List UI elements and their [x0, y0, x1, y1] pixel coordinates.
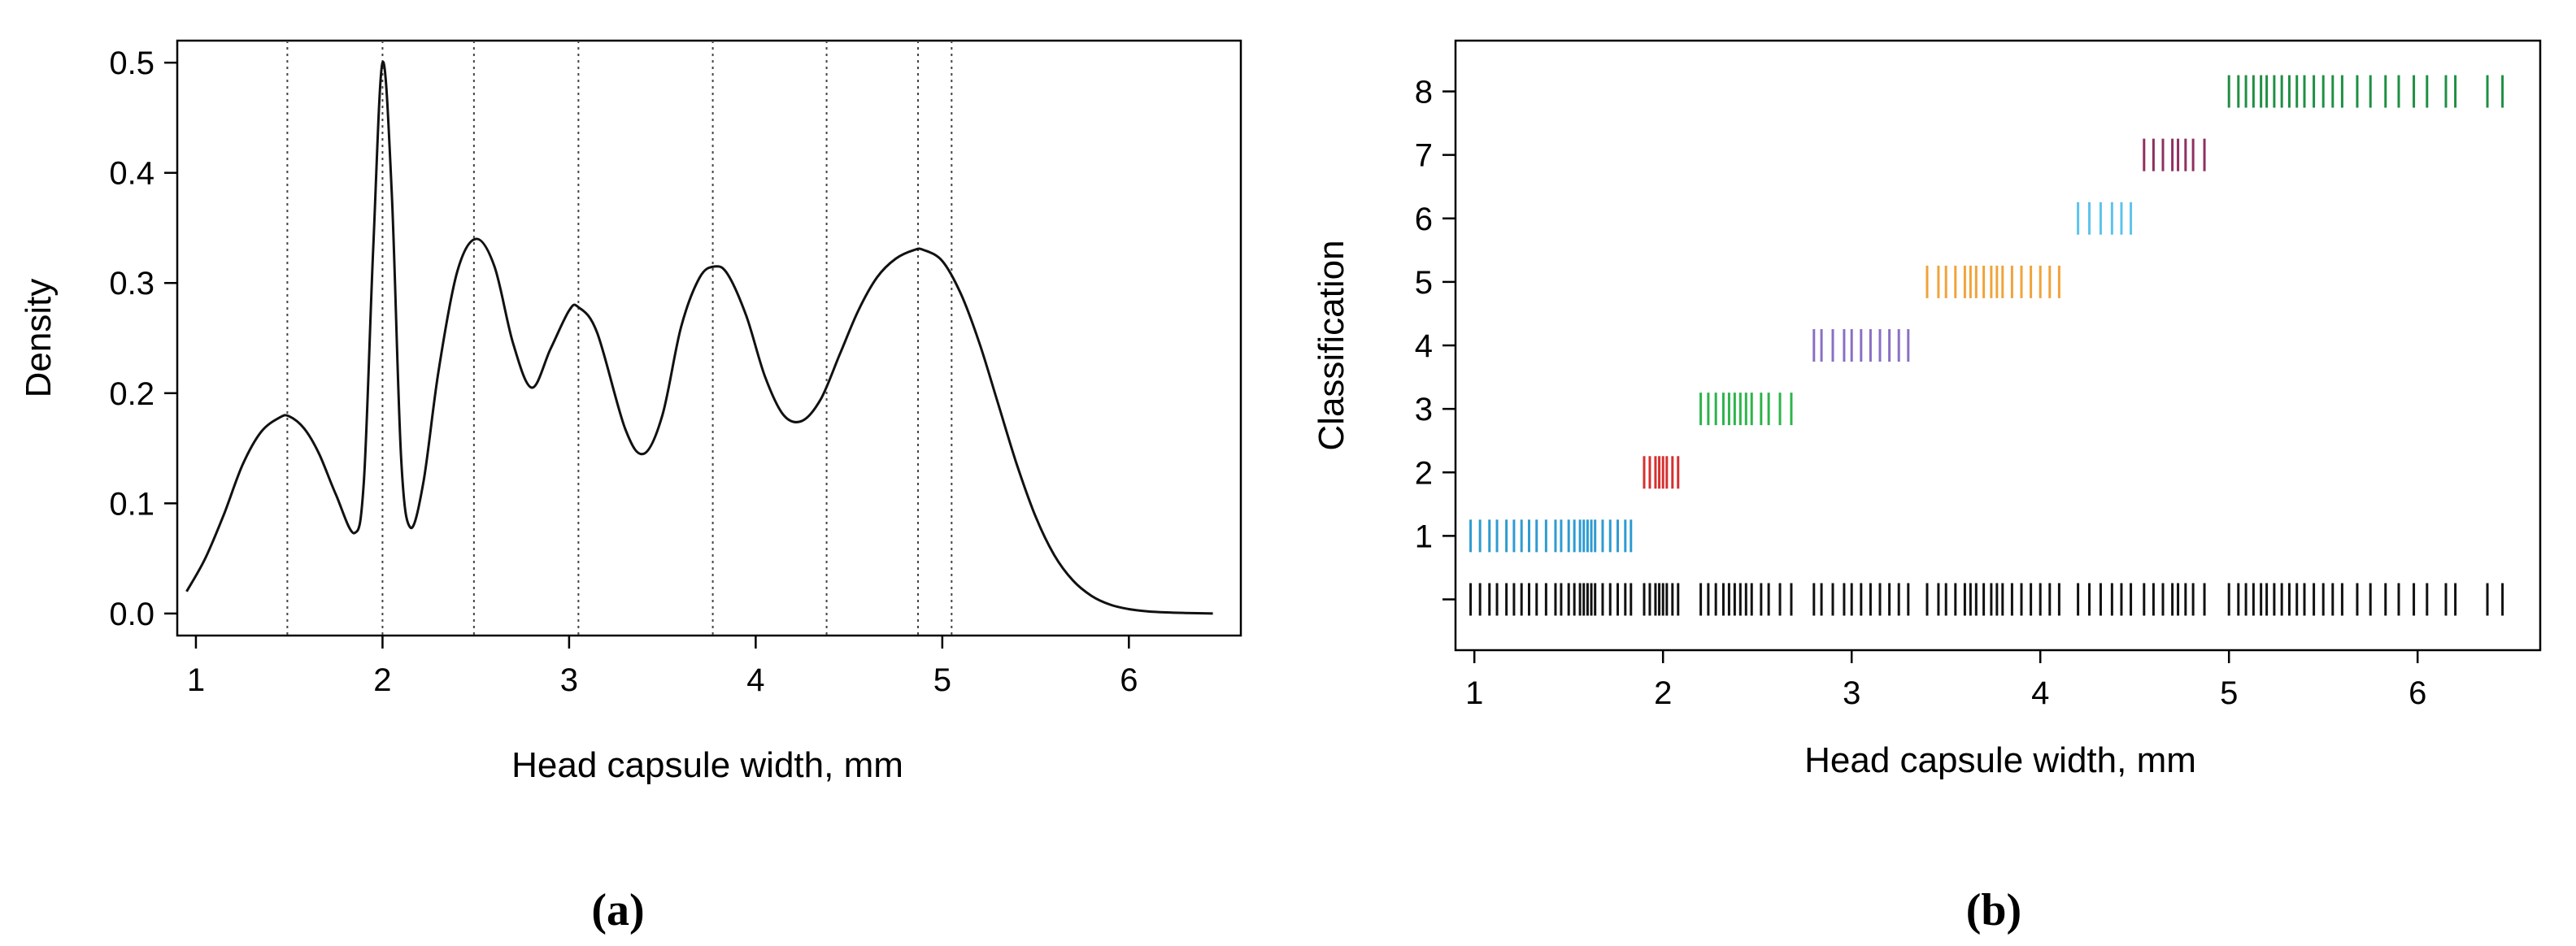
classification-panel: 1 2 3 4 5 6 1 2 3 4 5 6 7 8 Head capsule width, mm C…	[1312, 39, 2542, 935]
classification-x-ticks: 1 2 3 4 5 6	[1465, 650, 2426, 711]
classification-y-tick-label: 8	[1415, 75, 1433, 111]
density-x-tick-label: 4	[746, 662, 764, 698]
density-curve	[185, 60, 1213, 615]
density-x-tick-label: 2	[373, 662, 391, 698]
classification-x-tick-label: 6	[2408, 675, 2426, 711]
classification-x-tick-label: 2	[1654, 675, 1672, 711]
classification-y-tick-label: 7	[1415, 138, 1433, 174]
density-y-axis-title: Density	[19, 279, 59, 398]
density-x-ticks: 1 2 3 4 5 6	[187, 636, 1138, 698]
density-x-axis-title: Head capsule width, mm	[511, 745, 903, 785]
density-x-tick-label: 6	[1120, 662, 1138, 698]
density-y-tick-label: 0.4	[109, 156, 154, 192]
classification-plot-frame	[1454, 39, 2542, 652]
classification-x-tick-label: 1	[1465, 675, 1483, 711]
density-x-tick-label: 1	[187, 662, 205, 698]
classification-y-tick-label: 5	[1415, 265, 1433, 301]
density-y-ticks: 0.0 0.1 0.2 0.3 0.4 0.5	[109, 46, 177, 632]
classification-y-tick-label: 4	[1415, 328, 1433, 364]
classification-y-ticks: 1 2 3 4 5 6 7 8	[1415, 75, 1456, 601]
classification-rug-marks	[1469, 75, 2504, 616]
classification-x-axis-title: Head capsule width, mm	[1804, 740, 2196, 780]
classification-y-axis-title: Classification	[1312, 240, 1351, 450]
classification-x-tick-label: 5	[2220, 675, 2238, 711]
density-panel-label: (a)	[591, 885, 644, 935]
density-x-tick-label: 5	[933, 662, 951, 698]
density-plot-frame	[176, 39, 1242, 637]
classification-y-tick-label: 1	[1415, 519, 1433, 554]
classification-y-tick-label: 2	[1415, 455, 1433, 491]
classification-y-tick-label: 6	[1415, 202, 1433, 237]
classification-x-tick-label: 4	[2031, 675, 2049, 711]
density-vlines	[286, 41, 953, 636]
density-panel: 1 2 3 4 5 6 0.0 0.1 0.2 0.3 0.4 0.5 Head capsule w…	[19, 39, 1242, 935]
density-y-tick-label: 0.1	[109, 486, 154, 522]
classification-panel-label: (b)	[1966, 885, 2021, 935]
density-y-tick-label: 0.2	[109, 376, 154, 412]
density-x-tick-label: 3	[560, 662, 578, 698]
density-y-tick-label: 0.0	[109, 597, 154, 632]
classification-y-tick-label: 3	[1415, 392, 1433, 427]
density-y-tick-label: 0.5	[109, 46, 154, 81]
classification-x-tick-label: 3	[1843, 675, 1860, 711]
density-y-tick-label: 0.3	[109, 266, 154, 302]
